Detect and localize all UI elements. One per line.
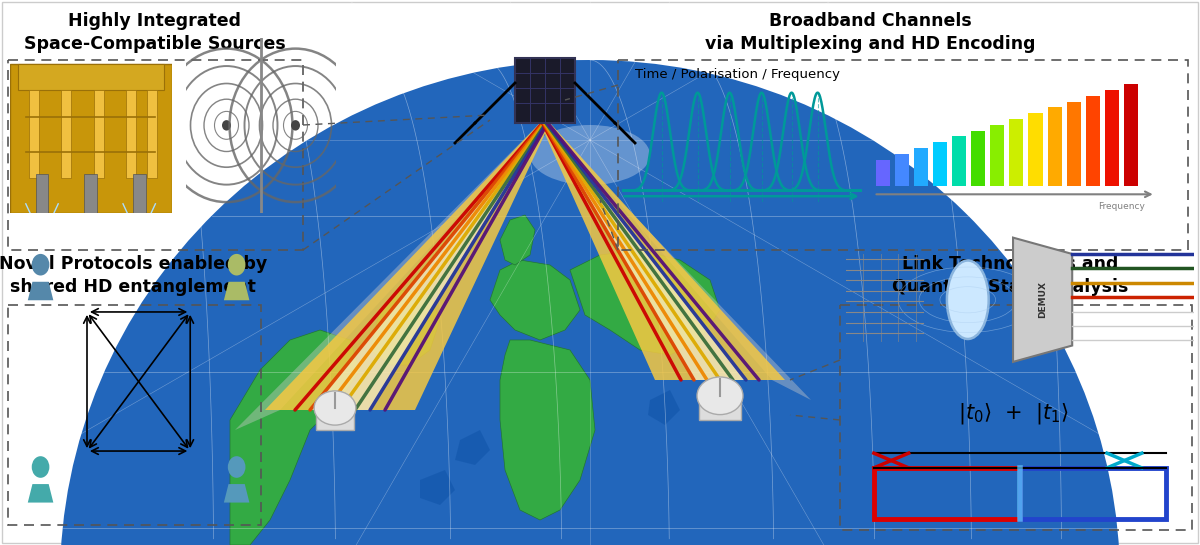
Bar	[874, 468, 1020, 519]
Bar	[876, 160, 890, 186]
Polygon shape	[648, 390, 680, 425]
Bar	[133, 174, 145, 213]
Polygon shape	[490, 260, 580, 340]
Bar	[1028, 113, 1043, 186]
Ellipse shape	[314, 391, 356, 425]
Text: Frequency: Frequency	[1098, 202, 1145, 211]
Circle shape	[228, 254, 246, 276]
Text: $|t_0\rangle$  +  $|t_1\rangle$: $|t_0\rangle$ + $|t_1\rangle$	[958, 401, 1068, 426]
Polygon shape	[235, 123, 545, 430]
Bar	[914, 148, 928, 186]
Bar	[1086, 96, 1100, 186]
Bar	[952, 136, 966, 186]
Circle shape	[228, 456, 246, 478]
Bar	[126, 90, 136, 178]
Polygon shape	[370, 290, 440, 365]
Polygon shape	[224, 484, 250, 502]
Bar	[840, 305, 1192, 530]
Text: Highly Integrated: Highly Integrated	[68, 12, 241, 30]
Bar	[94, 90, 103, 178]
Polygon shape	[540, 123, 785, 380]
Circle shape	[31, 254, 49, 276]
Bar	[1020, 468, 1166, 519]
Polygon shape	[230, 330, 360, 545]
Bar	[316, 408, 354, 430]
Ellipse shape	[947, 261, 989, 339]
Bar	[990, 125, 1004, 186]
Bar	[515, 58, 575, 123]
Bar	[895, 154, 908, 186]
Bar	[1124, 84, 1138, 186]
Bar	[971, 131, 985, 186]
Text: Link Technologies and: Link Technologies and	[902, 255, 1118, 273]
Bar	[934, 142, 947, 186]
Bar	[84, 174, 97, 213]
Text: Quantum State Analysis: Quantum State Analysis	[892, 278, 1128, 296]
Bar	[1048, 107, 1062, 186]
Bar	[148, 90, 157, 178]
Text: DEMUX: DEMUX	[1038, 281, 1048, 318]
Polygon shape	[310, 123, 547, 410]
Bar	[29, 90, 38, 178]
Polygon shape	[570, 250, 720, 355]
Ellipse shape	[697, 377, 743, 415]
Bar	[61, 90, 71, 178]
Polygon shape	[500, 340, 595, 520]
Bar	[618, 60, 1188, 250]
Polygon shape	[500, 215, 535, 265]
Bar	[8, 60, 302, 250]
Text: Novel Protocols enabled by: Novel Protocols enabled by	[0, 255, 268, 273]
Polygon shape	[545, 123, 811, 400]
Text: Time / Polarisation / Frequency: Time / Polarisation / Frequency	[635, 68, 840, 81]
Bar	[8, 305, 262, 525]
Bar	[36, 174, 48, 213]
Circle shape	[222, 120, 232, 131]
Polygon shape	[265, 123, 550, 410]
Bar	[700, 396, 740, 420]
Bar	[18, 64, 163, 90]
Polygon shape	[455, 430, 490, 465]
Polygon shape	[1013, 238, 1073, 362]
Polygon shape	[224, 282, 250, 300]
Ellipse shape	[60, 60, 1120, 545]
Bar	[1105, 90, 1118, 186]
Polygon shape	[420, 470, 455, 505]
Polygon shape	[542, 123, 746, 380]
Polygon shape	[28, 282, 53, 300]
Circle shape	[292, 120, 300, 131]
Text: shared HD entanglement: shared HD entanglement	[10, 278, 256, 296]
Polygon shape	[28, 484, 53, 502]
Ellipse shape	[530, 125, 650, 185]
Text: Space-Compatible Sources: Space-Compatible Sources	[24, 35, 286, 53]
Circle shape	[31, 456, 49, 478]
Text: via Multiplexing and HD Encoding: via Multiplexing and HD Encoding	[704, 35, 1036, 53]
Bar	[1067, 101, 1081, 186]
Bar	[1009, 119, 1024, 186]
Text: Broadband Channels: Broadband Channels	[769, 12, 971, 30]
Bar	[10, 64, 172, 213]
